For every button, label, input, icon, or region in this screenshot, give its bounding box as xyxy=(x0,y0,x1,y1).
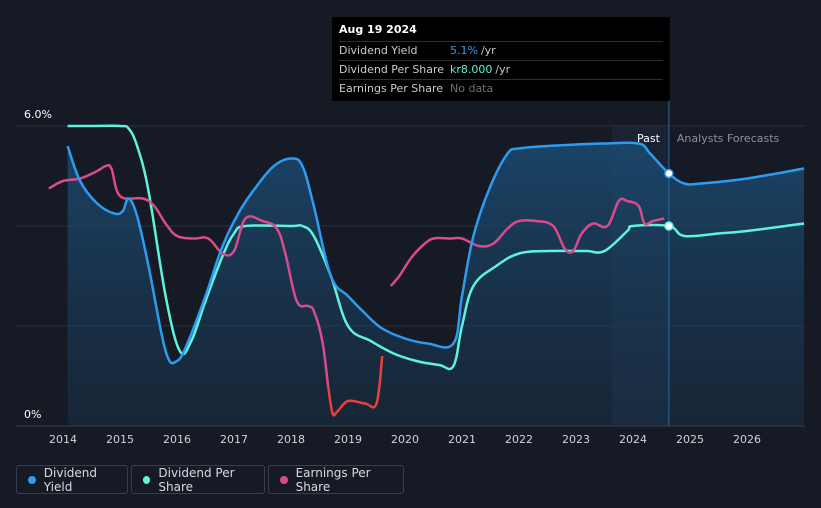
earnings-per-share-negative-segment xyxy=(326,355,384,417)
legend-dividend-per-share[interactable]: Dividend Per Share xyxy=(131,465,265,494)
tooltip-unit: /yr xyxy=(495,63,511,76)
x-tick-label: 2020 xyxy=(391,433,419,446)
x-tick-label: 2021 xyxy=(448,433,476,446)
tooltip-label: Earnings Per Share xyxy=(339,82,444,95)
legend-dot-icon xyxy=(143,475,151,484)
tooltip-value: No data xyxy=(450,82,494,95)
legend-earnings-per-share[interactable]: Earnings Per Share xyxy=(268,465,404,494)
legend-dot-icon xyxy=(28,475,36,484)
tooltip-unit: /yr xyxy=(480,44,496,57)
tooltip-label: Dividend Per Share xyxy=(339,63,445,76)
x-tick-label: 2016 xyxy=(163,433,191,446)
legend-dot-icon xyxy=(280,475,288,484)
dividend-yield-area xyxy=(67,142,805,426)
y-tick-label-top: 6.0% xyxy=(24,108,52,121)
x-tick-label: 2022 xyxy=(505,433,533,446)
dividend-per-share-line xyxy=(67,124,805,371)
tooltip-value: kr8.000 xyxy=(450,63,493,76)
y-tick-label-bottom: 0% xyxy=(24,408,41,421)
x-tick-label: 2019 xyxy=(334,433,362,446)
analysts-forecasts-label: Analysts Forecasts xyxy=(677,132,780,145)
tooltip-row-dividend-per-share: Dividend Per Share kr8.000 /yr xyxy=(339,60,663,79)
x-tick-label: 2015 xyxy=(106,433,134,446)
earnings-per-share-line xyxy=(48,163,665,387)
tooltip: Aug 19 2024 Dividend Yield 5.1% /yr Divi… xyxy=(332,17,670,101)
x-tick-label: 2017 xyxy=(220,433,248,446)
tooltip-markers xyxy=(664,168,674,231)
tooltip-row-earnings-per-share: Earnings Per Share No data xyxy=(339,79,663,98)
x-tick-label: 2026 xyxy=(733,433,761,446)
tooltip-row-dividend-yield: Dividend Yield 5.1% /yr xyxy=(339,41,663,60)
x-tick-label: 2023 xyxy=(562,433,590,446)
x-tick-label: 2025 xyxy=(676,433,704,446)
tooltip-date: Aug 19 2024 xyxy=(339,23,417,36)
legend-dividend-yield[interactable]: Dividend Yield xyxy=(16,465,128,494)
legend-label: Dividend Yield xyxy=(43,465,98,494)
x-tick-label: 2024 xyxy=(619,433,647,446)
marker-dot xyxy=(664,221,674,231)
marker-dot xyxy=(664,168,674,179)
x-tick-label: 2018 xyxy=(277,433,305,446)
x-tick-label: 2014 xyxy=(49,433,77,446)
dividend-yield-line xyxy=(66,141,805,365)
tooltip-value: 5.1% xyxy=(450,44,478,57)
tooltip-label: Dividend Yield xyxy=(339,44,418,57)
past-label: Past xyxy=(637,132,661,145)
x-axis-ticks: 2014 2015 2016 2017 2018 2019 2020 2021 2022 2023… xyxy=(49,433,761,446)
legend-label: Earnings Per Share xyxy=(295,465,371,494)
legend-label: Dividend Per Share xyxy=(158,465,235,494)
